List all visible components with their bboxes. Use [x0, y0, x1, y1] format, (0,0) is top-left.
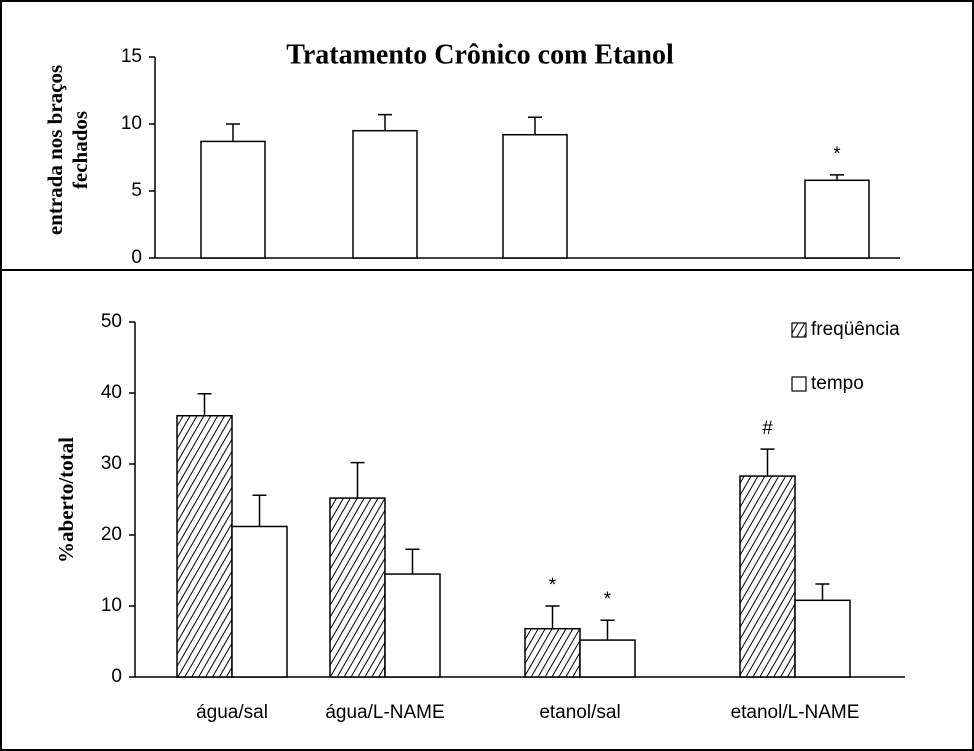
y-tick-label: 5	[131, 180, 142, 201]
y-tick-label: 0	[111, 666, 122, 687]
y-tick-label: 0	[131, 247, 142, 268]
error-bar	[197, 392, 212, 416]
error-bar	[350, 461, 365, 499]
y-tick-label: 20	[101, 524, 122, 545]
annotation: *	[549, 575, 557, 596]
bar	[794, 599, 851, 678]
y-tick-label: 10	[121, 113, 142, 134]
bar	[502, 133, 568, 259]
bar	[739, 475, 796, 678]
error-bar	[760, 448, 775, 477]
annotation: *	[604, 589, 612, 610]
legend-label: tempo	[811, 373, 864, 394]
error-bar	[528, 116, 542, 135]
error-bar	[252, 494, 267, 527]
error-bar	[815, 583, 830, 601]
legend-label: freqüência	[811, 319, 900, 340]
error-bar	[405, 548, 420, 575]
bar	[200, 140, 266, 259]
bar	[329, 497, 386, 678]
y-tick-label: 30	[101, 453, 122, 474]
error-bar	[545, 605, 560, 629]
bar	[579, 639, 636, 678]
x-tick-label: etanol/sal	[539, 702, 620, 723]
y-tick-label: 10	[101, 595, 122, 616]
y-tick-label: 15	[121, 46, 142, 67]
bar	[804, 179, 870, 259]
bar	[384, 573, 441, 678]
error-bar	[378, 113, 392, 131]
x-tick-label: água/L-NAME	[325, 702, 444, 723]
y-axis-label: fechados	[68, 111, 92, 189]
error-bar	[226, 123, 240, 142]
legend-swatch	[791, 322, 807, 338]
error-bar	[830, 174, 844, 181]
bar	[524, 627, 581, 678]
chart-title: Tratamento Crônico com Etanol	[286, 39, 674, 70]
annotation: *	[833, 144, 841, 165]
y-axis-label: %aberto/total	[54, 437, 78, 563]
annotation: #	[762, 418, 773, 439]
y-axis-label: entrada nos braços	[43, 65, 67, 235]
bar	[352, 129, 418, 259]
y-tick-label: 40	[101, 382, 122, 403]
x-tick-label: água/sal	[196, 702, 268, 723]
legend-swatch	[791, 376, 807, 392]
error-bar	[600, 619, 615, 641]
bar	[231, 525, 288, 678]
x-tick-label: etanol/L-NAME	[731, 702, 860, 723]
y-tick-label: 50	[101, 311, 122, 332]
bar	[176, 414, 233, 678]
